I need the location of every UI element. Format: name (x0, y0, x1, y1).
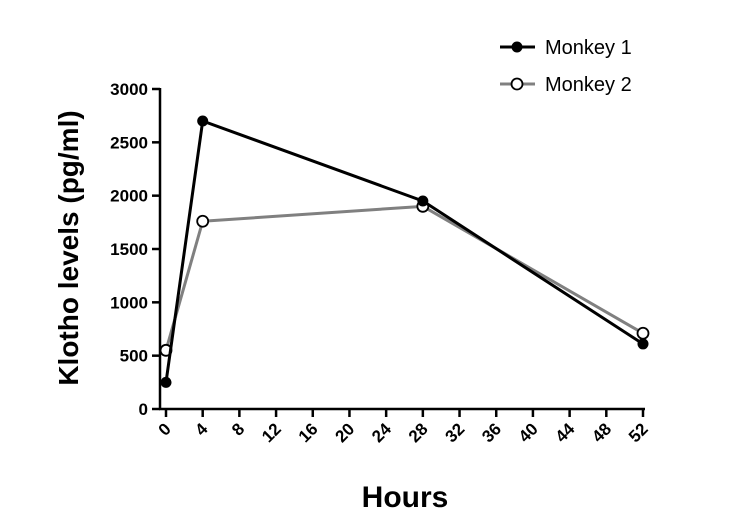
x-tick-label: 32 (442, 419, 469, 446)
data-point (417, 195, 429, 207)
y-tick-label: 1500 (110, 240, 148, 259)
y-tick-label: 1000 (110, 293, 148, 312)
x-axis-title: Hours (362, 481, 449, 514)
data-point (636, 326, 650, 340)
y-ticks: 0 500 1000 1500 2000 2500 3000 (110, 80, 160, 419)
legend-label: Monkey 1 (545, 37, 632, 59)
y-tick-label: 0 (139, 400, 148, 419)
x-tick-label: 24 (368, 419, 395, 446)
x-tick-label: 40 (515, 419, 542, 446)
series-1 (160, 115, 649, 388)
x-tick-label: 48 (588, 419, 615, 446)
y-tick-label: 2000 (110, 187, 148, 206)
series-line (164, 204, 644, 351)
y-axis-title: Klotho levels (pg/ml) (53, 110, 84, 385)
legend-item: Monkey 2 (500, 74, 632, 96)
legend: Monkey 1 Monkey 2 (500, 37, 632, 96)
series-line (164, 119, 644, 383)
x-tick-label: 0 (155, 419, 175, 439)
legend-marker (510, 77, 524, 91)
data-point (197, 115, 209, 127)
legend-item: Monkey 1 (500, 37, 632, 59)
y-tick-label: 2500 (110, 133, 148, 152)
x-tick-label: 12 (258, 419, 285, 446)
series-2 (159, 199, 650, 357)
x-tick-label: 4 (191, 419, 212, 440)
x-tick-label: 52 (625, 419, 652, 446)
data-point (637, 338, 649, 350)
series-layer (159, 115, 650, 388)
x-tick-label: 28 (405, 419, 432, 446)
y-tick-label: 3000 (110, 80, 148, 99)
x-tick-label: 8 (228, 419, 248, 439)
x-tick-label: 20 (331, 419, 358, 446)
x-tick-label: 16 (295, 419, 322, 446)
data-point (196, 214, 210, 228)
x-tick-label: 44 (552, 419, 579, 446)
legend-marker (511, 41, 523, 53)
y-tick-label: 500 (120, 347, 148, 366)
x-ticks: 0 4 8 12 16 20 24 28 32 36 40 44 48 52 (155, 409, 652, 446)
x-tick-label: 36 (478, 419, 505, 446)
legend-label: Monkey 2 (545, 74, 632, 96)
data-point (160, 376, 172, 388)
